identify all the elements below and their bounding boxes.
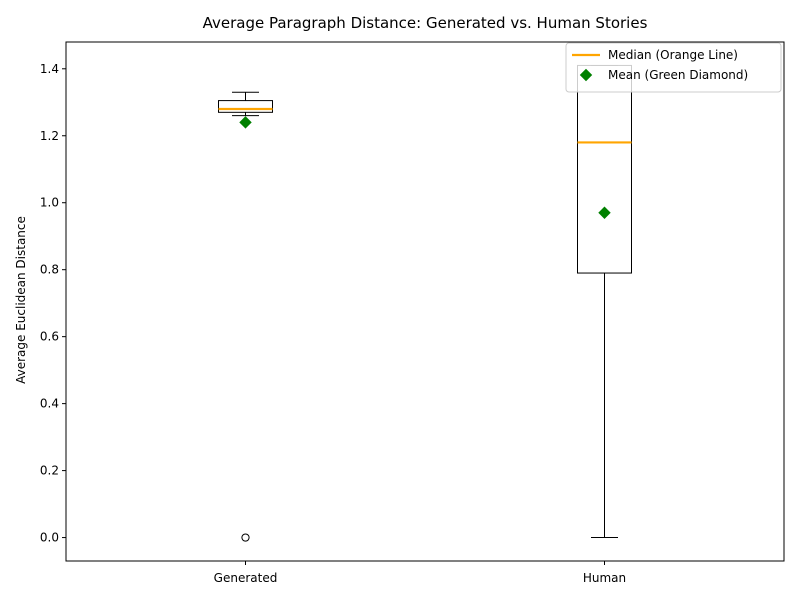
plot-area: 0.0 0.2 0.4 0.6 0.8 1.0 1.2 1.4 Generated Human xyxy=(40,62,632,585)
y-tick-label: 1.4 xyxy=(40,62,59,76)
outlier-point xyxy=(241,533,250,542)
iqr-box xyxy=(218,100,273,113)
x-tick-label: Human xyxy=(583,571,626,585)
y-tick-label: 1.0 xyxy=(40,196,59,210)
legend-label: Mean (Green Diamond) xyxy=(608,68,748,82)
legend-frame xyxy=(565,42,782,93)
x-tick-label: Generated xyxy=(214,571,278,585)
y-tick-label: 0.0 xyxy=(40,531,59,545)
y-tick-label: 1.2 xyxy=(40,129,59,143)
legend-label: Median (Orange Line) xyxy=(608,48,738,62)
y-tick-label: 0.8 xyxy=(40,263,59,277)
chart-title: Average Paragraph Distance: Generated vs… xyxy=(203,14,648,32)
mean-marker xyxy=(598,206,611,219)
y-tick-label: 0.6 xyxy=(40,330,59,344)
legend-mean-swatch xyxy=(579,68,593,82)
y-tick-label: 0.4 xyxy=(40,397,59,411)
y-axis-label: Average Euclidean Distance xyxy=(14,216,28,384)
mean-marker xyxy=(239,116,252,129)
box-group-human xyxy=(577,64,632,539)
plot-frame xyxy=(65,41,785,562)
legend: Median (Orange Line) Mean (Green Diamond) xyxy=(565,42,782,93)
y-tick-label: 0.2 xyxy=(40,464,59,478)
box-group-generated xyxy=(218,91,273,542)
